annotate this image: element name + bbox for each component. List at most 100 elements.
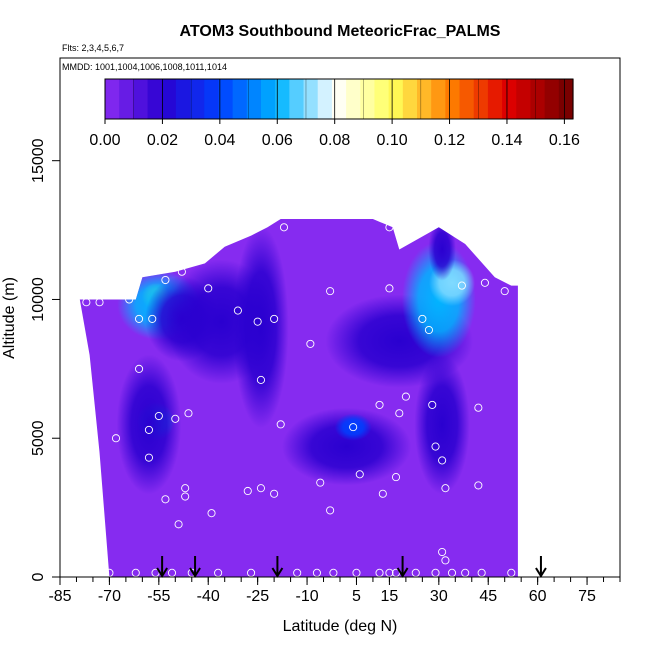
colorbar-cell	[445, 79, 461, 119]
x-tick-label: 75	[578, 588, 596, 605]
colorbar-tick-label: 0.14	[491, 132, 522, 149]
flight-arrow	[271, 556, 284, 578]
colorbar-cell	[544, 79, 560, 119]
x-tick-label: -55	[147, 588, 170, 605]
colorbar-cell	[275, 79, 290, 119]
observation-point	[349, 423, 358, 432]
x-axis-label: Latitude (deg N)	[283, 618, 398, 635]
colorbar-cell	[431, 79, 446, 119]
observation-point	[204, 284, 213, 293]
colorbar-cell	[218, 79, 234, 119]
observation-point	[441, 484, 450, 493]
heatmap-feature	[282, 407, 412, 486]
heatmap-feature	[116, 354, 182, 495]
observation-point	[418, 314, 427, 323]
colorbar-cell	[417, 79, 432, 119]
observation-point	[233, 306, 242, 315]
observation-point	[243, 486, 252, 496]
observation-points	[82, 223, 516, 577]
observation-point	[312, 568, 321, 577]
observation-point	[378, 489, 387, 498]
colorbar-tick-label: 0.06	[262, 132, 293, 149]
observation-point	[500, 287, 509, 296]
observation-point	[82, 298, 91, 307]
x-tick-label: -40	[197, 588, 220, 605]
x-tick-label: -85	[48, 588, 71, 605]
observation-point	[181, 492, 190, 501]
x-tick-label: 5	[352, 588, 361, 605]
x-tick-label: -70	[98, 588, 121, 605]
observation-point	[167, 568, 177, 577]
heatmap-feature	[428, 219, 456, 281]
observation-point	[385, 568, 394, 577]
observation-point	[184, 409, 193, 418]
observation-point	[270, 489, 279, 498]
y-tick-label: 5000	[30, 420, 47, 456]
x-axis: -85 -70 -55 -40 -25 -10 5 15 30 45 60 75	[48, 577, 621, 605]
chart-dates-label: MMDD: 1001,1004,1006,1008,1011,1014	[62, 62, 227, 72]
observation-point	[214, 568, 223, 577]
colorbar-tick-label: 0.04	[204, 132, 235, 149]
observation-point	[395, 409, 404, 418]
colorbar-tick-label: 0.16	[549, 132, 580, 149]
colorbar: 0.00 0.02 0.04 0.06 0.08 0.10 0.12 0.14 0.16	[89, 78, 580, 149]
colorbar-cell	[402, 79, 418, 119]
colorbar-cell	[119, 79, 134, 119]
observation-point	[207, 509, 216, 518]
observation-point	[144, 425, 153, 434]
observation-point	[355, 470, 364, 479]
observation-point	[95, 298, 104, 307]
observation-point	[270, 314, 279, 323]
colorbar-cell	[190, 79, 205, 119]
observation-point	[154, 411, 163, 421]
observation-point	[326, 287, 335, 296]
colorbar-cell	[204, 79, 220, 119]
flight-arrow	[189, 556, 201, 578]
observation-point	[135, 364, 144, 373]
observation-point	[276, 420, 285, 429]
colorbar-tick-label: 0.10	[377, 132, 408, 149]
observation-point	[148, 314, 157, 323]
colorbar-cell	[331, 79, 347, 119]
heatmap-feature	[233, 226, 289, 429]
observation-point	[428, 400, 437, 409]
colorbar-cell	[502, 79, 517, 119]
observation-point	[144, 453, 153, 462]
observation-point	[391, 473, 401, 482]
x-tick-label: 60	[529, 588, 547, 605]
colorbar-cell	[105, 79, 120, 119]
x-tick-label: -25	[246, 588, 269, 605]
colorbar-cell	[473, 79, 489, 119]
observation-point	[385, 284, 394, 293]
observation-point	[461, 568, 470, 577]
x-tick-label: -10	[295, 588, 318, 605]
x-tick-label: 15	[381, 588, 399, 605]
colorbar-cell	[133, 79, 149, 119]
colorbar-tick-label: 0.00	[89, 132, 120, 149]
observation-point	[385, 223, 394, 232]
colorbar-cell	[558, 79, 574, 119]
colorbar-cell	[374, 79, 390, 119]
observation-point	[438, 547, 447, 557]
observation-point	[352, 568, 361, 577]
observation-point	[329, 568, 338, 577]
colorbar-cell	[175, 79, 191, 119]
x-tick-label: 30	[430, 588, 448, 605]
colorbar-cell	[161, 79, 177, 119]
colorbar-tick-label: 0.08	[319, 132, 350, 149]
observation-point	[326, 506, 335, 515]
observation-point	[306, 339, 315, 348]
flight-arrow	[156, 556, 168, 578]
colorbar-frame	[104, 78, 574, 120]
colorbar-cell	[289, 79, 305, 119]
observation-point	[105, 568, 114, 577]
observation-point	[438, 456, 447, 465]
observation-point	[375, 568, 384, 577]
observation-point	[477, 568, 486, 577]
observation-point	[441, 556, 450, 565]
colorbar-tick-label: 0.12	[434, 132, 465, 149]
observation-point	[135, 314, 144, 323]
colorbar-cell	[317, 79, 333, 119]
observation-point	[177, 267, 186, 276]
